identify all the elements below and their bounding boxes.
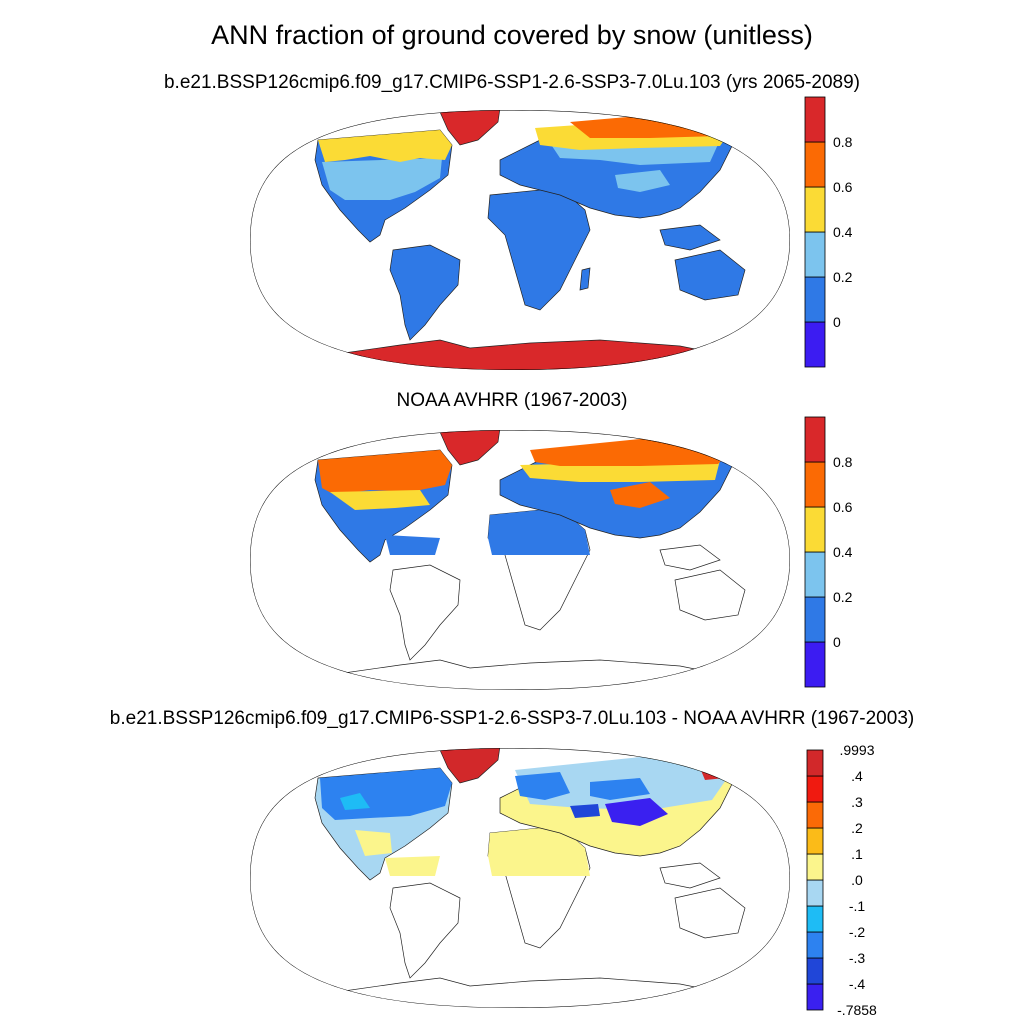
- panel-title-difference: b.e21.BSSP126cmip6.f09_g17.CMIP6-SSP1-2.…: [109, 708, 915, 729]
- colorbar-box: [806, 931, 824, 959]
- caribbean-band: [385, 856, 440, 876]
- land-masses: [314, 110, 746, 370]
- panel-title-observations: NOAA AVHRR (1967-2003): [396, 390, 628, 411]
- colorbar-tick-label: -.4: [849, 976, 866, 992]
- north-africa: [488, 508, 590, 555]
- africa: [487, 187, 591, 311]
- north-america-snow-yellow: [318, 130, 452, 162]
- colorbar-box: [806, 957, 824, 985]
- eurasia-snow-orange: [530, 438, 730, 466]
- colorbar-tick-label: -.3: [849, 950, 866, 966]
- colorbar-box: [804, 321, 826, 368]
- colorbar-model: 0 0.2 0.4 0.6 0.8: [804, 96, 853, 368]
- eurasia-decrease-mid: [590, 778, 650, 800]
- colorbar-tick-label: -.2: [849, 924, 866, 940]
- figure-title: ANN fraction of ground covered by snow (…: [211, 20, 813, 50]
- tibet-decrease-dark: [570, 804, 600, 818]
- map-boundary: [250, 430, 790, 690]
- colorbar-tick-label: 0: [833, 314, 841, 330]
- colorbar-box: [804, 231, 826, 278]
- north-america-decrease-light: [340, 793, 370, 810]
- north-america-snow-light: [322, 158, 442, 200]
- colorbar-box: [804, 461, 826, 508]
- north-america-snow-yellow: [330, 490, 430, 510]
- colorbar-box: [804, 641, 826, 688]
- colorbar-box: [806, 905, 824, 933]
- mexico-band: [355, 830, 392, 856]
- colorbar-box: [804, 141, 826, 188]
- map-boundary: [250, 110, 790, 370]
- colorbar-difference: .9993 .4 .3 .2 .1 .0 -.1 -.2 -.3 -.4 -.7858: [806, 742, 877, 1018]
- land-masses: [314, 748, 746, 1008]
- map-panel-difference: [250, 748, 790, 1008]
- south-america-outline: [389, 564, 461, 661]
- colorbar-box: [804, 551, 826, 598]
- colorbar-tick-label: .9993: [839, 742, 874, 758]
- colorbar-observations: 0 0.2 0.4 0.6 0.8: [804, 416, 853, 688]
- colorbar-box: [804, 276, 826, 323]
- colorbar-box: [806, 749, 824, 777]
- colorbar-box: [804, 416, 826, 463]
- colorbar-tick-label: .4: [851, 768, 863, 784]
- colorbar-tick-label: 0.6: [833, 179, 853, 195]
- colorbar-box: [806, 853, 824, 881]
- colorbar-box: [804, 186, 826, 233]
- maritime-asia-outline: [659, 862, 721, 889]
- colorbar-tick-label: 0.2: [833, 269, 853, 285]
- map-panel-model: [250, 110, 790, 370]
- tibet-snow: [615, 170, 670, 192]
- panel-title-model: b.e21.BSSP126cmip6.f09_g17.CMIP6-SSP1-2.…: [163, 72, 861, 93]
- colorbar-tick-label: 0.2: [833, 589, 853, 605]
- colorbar-tick-label: -.7858: [837, 1002, 877, 1018]
- colorbar-tick-label: 0: [833, 634, 841, 650]
- north-africa: [488, 826, 590, 876]
- colorbar-box: [806, 879, 824, 907]
- madagascar: [579, 267, 591, 291]
- australia-outline: [674, 569, 746, 621]
- south-america: [389, 244, 461, 341]
- greenland: [439, 748, 501, 784]
- europe-decrease: [515, 772, 570, 800]
- colorbar-tick-label: .2: [851, 820, 863, 836]
- colorbar-tick-label: .1: [851, 846, 863, 862]
- colorbar-box: [804, 596, 826, 643]
- colorbar-box: [806, 801, 824, 829]
- colorbar-box: [804, 506, 826, 553]
- greenland: [439, 430, 501, 466]
- colorbar-tick-label: 0.6: [833, 499, 853, 515]
- south-america-outline: [389, 882, 461, 979]
- land-masses: [314, 430, 746, 690]
- colorbar-box: [806, 827, 824, 855]
- colorbar-tick-label: 0.4: [833, 224, 853, 240]
- caribbean-band: [385, 535, 440, 555]
- maritime-asia-outline: [659, 544, 721, 571]
- north-america-snow-orange: [318, 450, 452, 495]
- map-panel-observations: [250, 430, 790, 690]
- australia: [674, 249, 746, 301]
- colorbar-tick-label: 0.4: [833, 544, 853, 560]
- tibet-decrease-strong: [605, 798, 668, 826]
- tibet-snow: [610, 482, 670, 508]
- colorbar-tick-label: .3: [851, 794, 863, 810]
- colorbar-box: [804, 96, 826, 143]
- maritime-asia: [659, 224, 721, 251]
- colorbar-tick-label: 0.8: [833, 454, 853, 470]
- australia-outline: [674, 887, 746, 939]
- colorbar-box: [806, 983, 824, 1011]
- colorbar-box: [806, 775, 824, 803]
- colorbar-tick-label: 0.8: [833, 134, 853, 150]
- colorbar-tick-label: -.1: [849, 898, 866, 914]
- colorbar-tick-label: .0: [851, 872, 863, 888]
- greenland: [439, 110, 501, 146]
- map-boundary: [250, 748, 790, 1008]
